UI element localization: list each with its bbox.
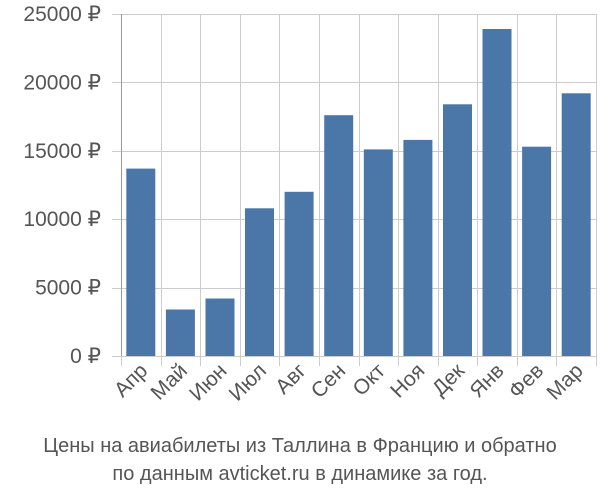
x-tick-label: Июл (225, 359, 271, 405)
y-tick-label: 15000 ₽ (23, 140, 101, 163)
x-tick-label: Июн (185, 359, 231, 405)
y-tick-label: 20000 ₽ (23, 71, 101, 94)
x-tick-label: Апр (110, 359, 152, 401)
chart-caption-line-2: по данным avticket.ru в динамике за год. (112, 463, 488, 485)
y-tick-label: 25000 ₽ (23, 3, 101, 26)
bar (245, 208, 274, 356)
bar (284, 191, 314, 356)
x-tick-label: Авг (271, 359, 311, 399)
bar (126, 168, 156, 356)
x-tick-label: Ноя (386, 359, 429, 402)
x-tick-label: Янв (465, 359, 508, 402)
x-tick-label: Мар (542, 359, 587, 404)
bar (561, 93, 591, 357)
x-tick-label: Сен (307, 359, 350, 402)
bar (403, 139, 433, 356)
y-tick-label: 0 ₽ (70, 345, 101, 368)
x-tick-label: Фев (504, 359, 548, 403)
bar (205, 298, 235, 356)
y-tick-label: 10000 ₽ (23, 208, 101, 231)
bar (443, 104, 472, 356)
bar (324, 115, 354, 356)
bar-chart: 0 ₽ 5000 ₽ 10000 ₽ 15000 ₽ 20000 ₽ 25000 ₽ Апр… (23, 3, 597, 406)
x-tick-label: Окт (349, 359, 391, 401)
bar (363, 149, 393, 356)
y-tick-label: 5000 ₽ (35, 277, 101, 300)
x-tick-label: Дек (428, 359, 470, 401)
bar (482, 29, 512, 356)
bar (522, 146, 552, 356)
x-tick-label: Май (147, 359, 192, 404)
bar (165, 309, 195, 356)
chart-caption-line-1: Цены на авиабилеты из Таллина в Францию … (43, 435, 557, 457)
